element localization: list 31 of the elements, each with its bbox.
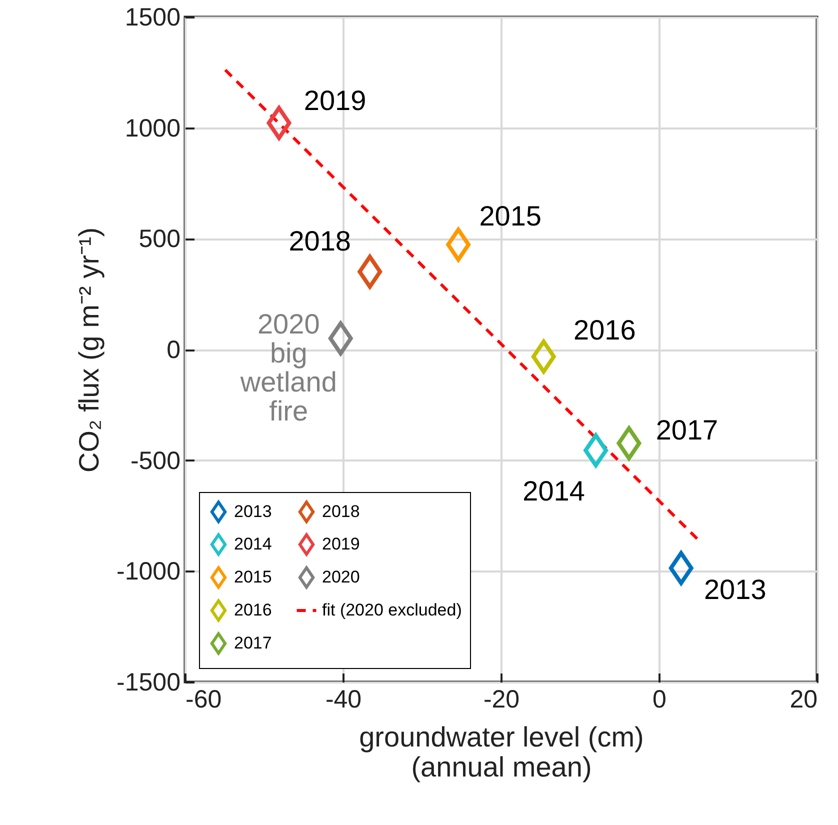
x-tick-label: -40 xyxy=(325,686,362,714)
x-tick-label: 20 xyxy=(790,686,818,714)
y-tick-label: 0 xyxy=(166,336,180,364)
legend-label: 2018 xyxy=(322,502,360,521)
annotation: 2020 big wetland fire xyxy=(239,308,337,426)
x-tick-label: -60 xyxy=(186,686,222,714)
x-tick-label: 0 xyxy=(652,686,666,714)
legend-label: 2015 xyxy=(234,568,272,586)
legend-label: 2016 xyxy=(234,600,272,620)
y-tick-label: 500 xyxy=(138,225,180,254)
annotation: 2014 xyxy=(522,475,585,506)
legend-label: 2017 xyxy=(234,634,272,652)
y-tick-label: -500 xyxy=(130,446,180,475)
annotation: 2019 xyxy=(304,84,366,116)
x-axis-title: groundwater level (cm) (annual mean) xyxy=(359,722,644,782)
annotation: 2016 xyxy=(574,314,636,346)
legend-label: 2014 xyxy=(234,534,272,554)
annotation: 2013 xyxy=(704,574,766,606)
y-tick-label: -1000 xyxy=(116,558,180,586)
legend-label: 2019 xyxy=(322,534,360,554)
legend-label: fit (2020 excluded) xyxy=(322,600,462,620)
y-tick-label: -1500 xyxy=(116,668,180,696)
legend-label: 2020 xyxy=(322,568,360,586)
legend-label: 2013 xyxy=(234,502,272,521)
annotation: 2015 xyxy=(479,200,542,232)
x-tick-label: -20 xyxy=(483,686,520,714)
annotation: 2018 xyxy=(288,226,352,257)
y-tick-label: 1000 xyxy=(124,114,180,142)
annotation: 2017 xyxy=(656,414,718,446)
y-axis-title: CO₂ flux (g m⁻² yr⁻¹) xyxy=(74,227,105,473)
y-tick-label: 1500 xyxy=(124,4,180,32)
